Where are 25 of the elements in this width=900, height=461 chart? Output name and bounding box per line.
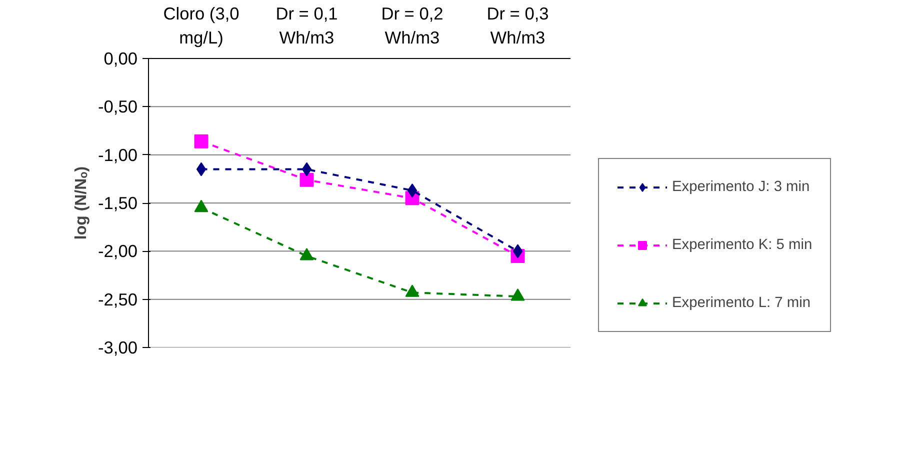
point (512, 244, 523, 258)
point (405, 284, 420, 297)
y-tick-label: -1,00 (98, 144, 138, 165)
x-tick-label: Dr = 0,2 Wh/m3 (381, 4, 444, 48)
y-tick-label: -2,00 (98, 241, 138, 262)
y-tick-label: -1,50 (98, 193, 138, 213)
x-tick-label: Cloro (3,0 mg/L) (163, 4, 240, 48)
point (300, 172, 314, 187)
y-tick-label: -3,00 (98, 338, 138, 358)
legend-label: Experimento L: 7 min (672, 295, 810, 311)
y-tick-label: -2,50 (98, 289, 138, 310)
x-tick-label: Dr = 0,1 Wh/m3 (276, 4, 338, 48)
legend-label: Experimento K: 5 min (672, 237, 812, 253)
y-tick-label: -0,50 (98, 96, 138, 117)
y-tick-label: 0,00 (104, 48, 138, 68)
x-tick-label: Dr = 0,3 Wh/m3 (486, 4, 549, 48)
y-axis-title: log (N/Nₒ) (73, 166, 90, 240)
point (302, 162, 312, 176)
point (196, 162, 206, 176)
point (300, 248, 314, 260)
point (510, 288, 525, 301)
legend-label: Experimento J: 3 min (672, 179, 810, 195)
point (194, 200, 208, 212)
point (194, 134, 208, 148)
point (407, 183, 418, 198)
